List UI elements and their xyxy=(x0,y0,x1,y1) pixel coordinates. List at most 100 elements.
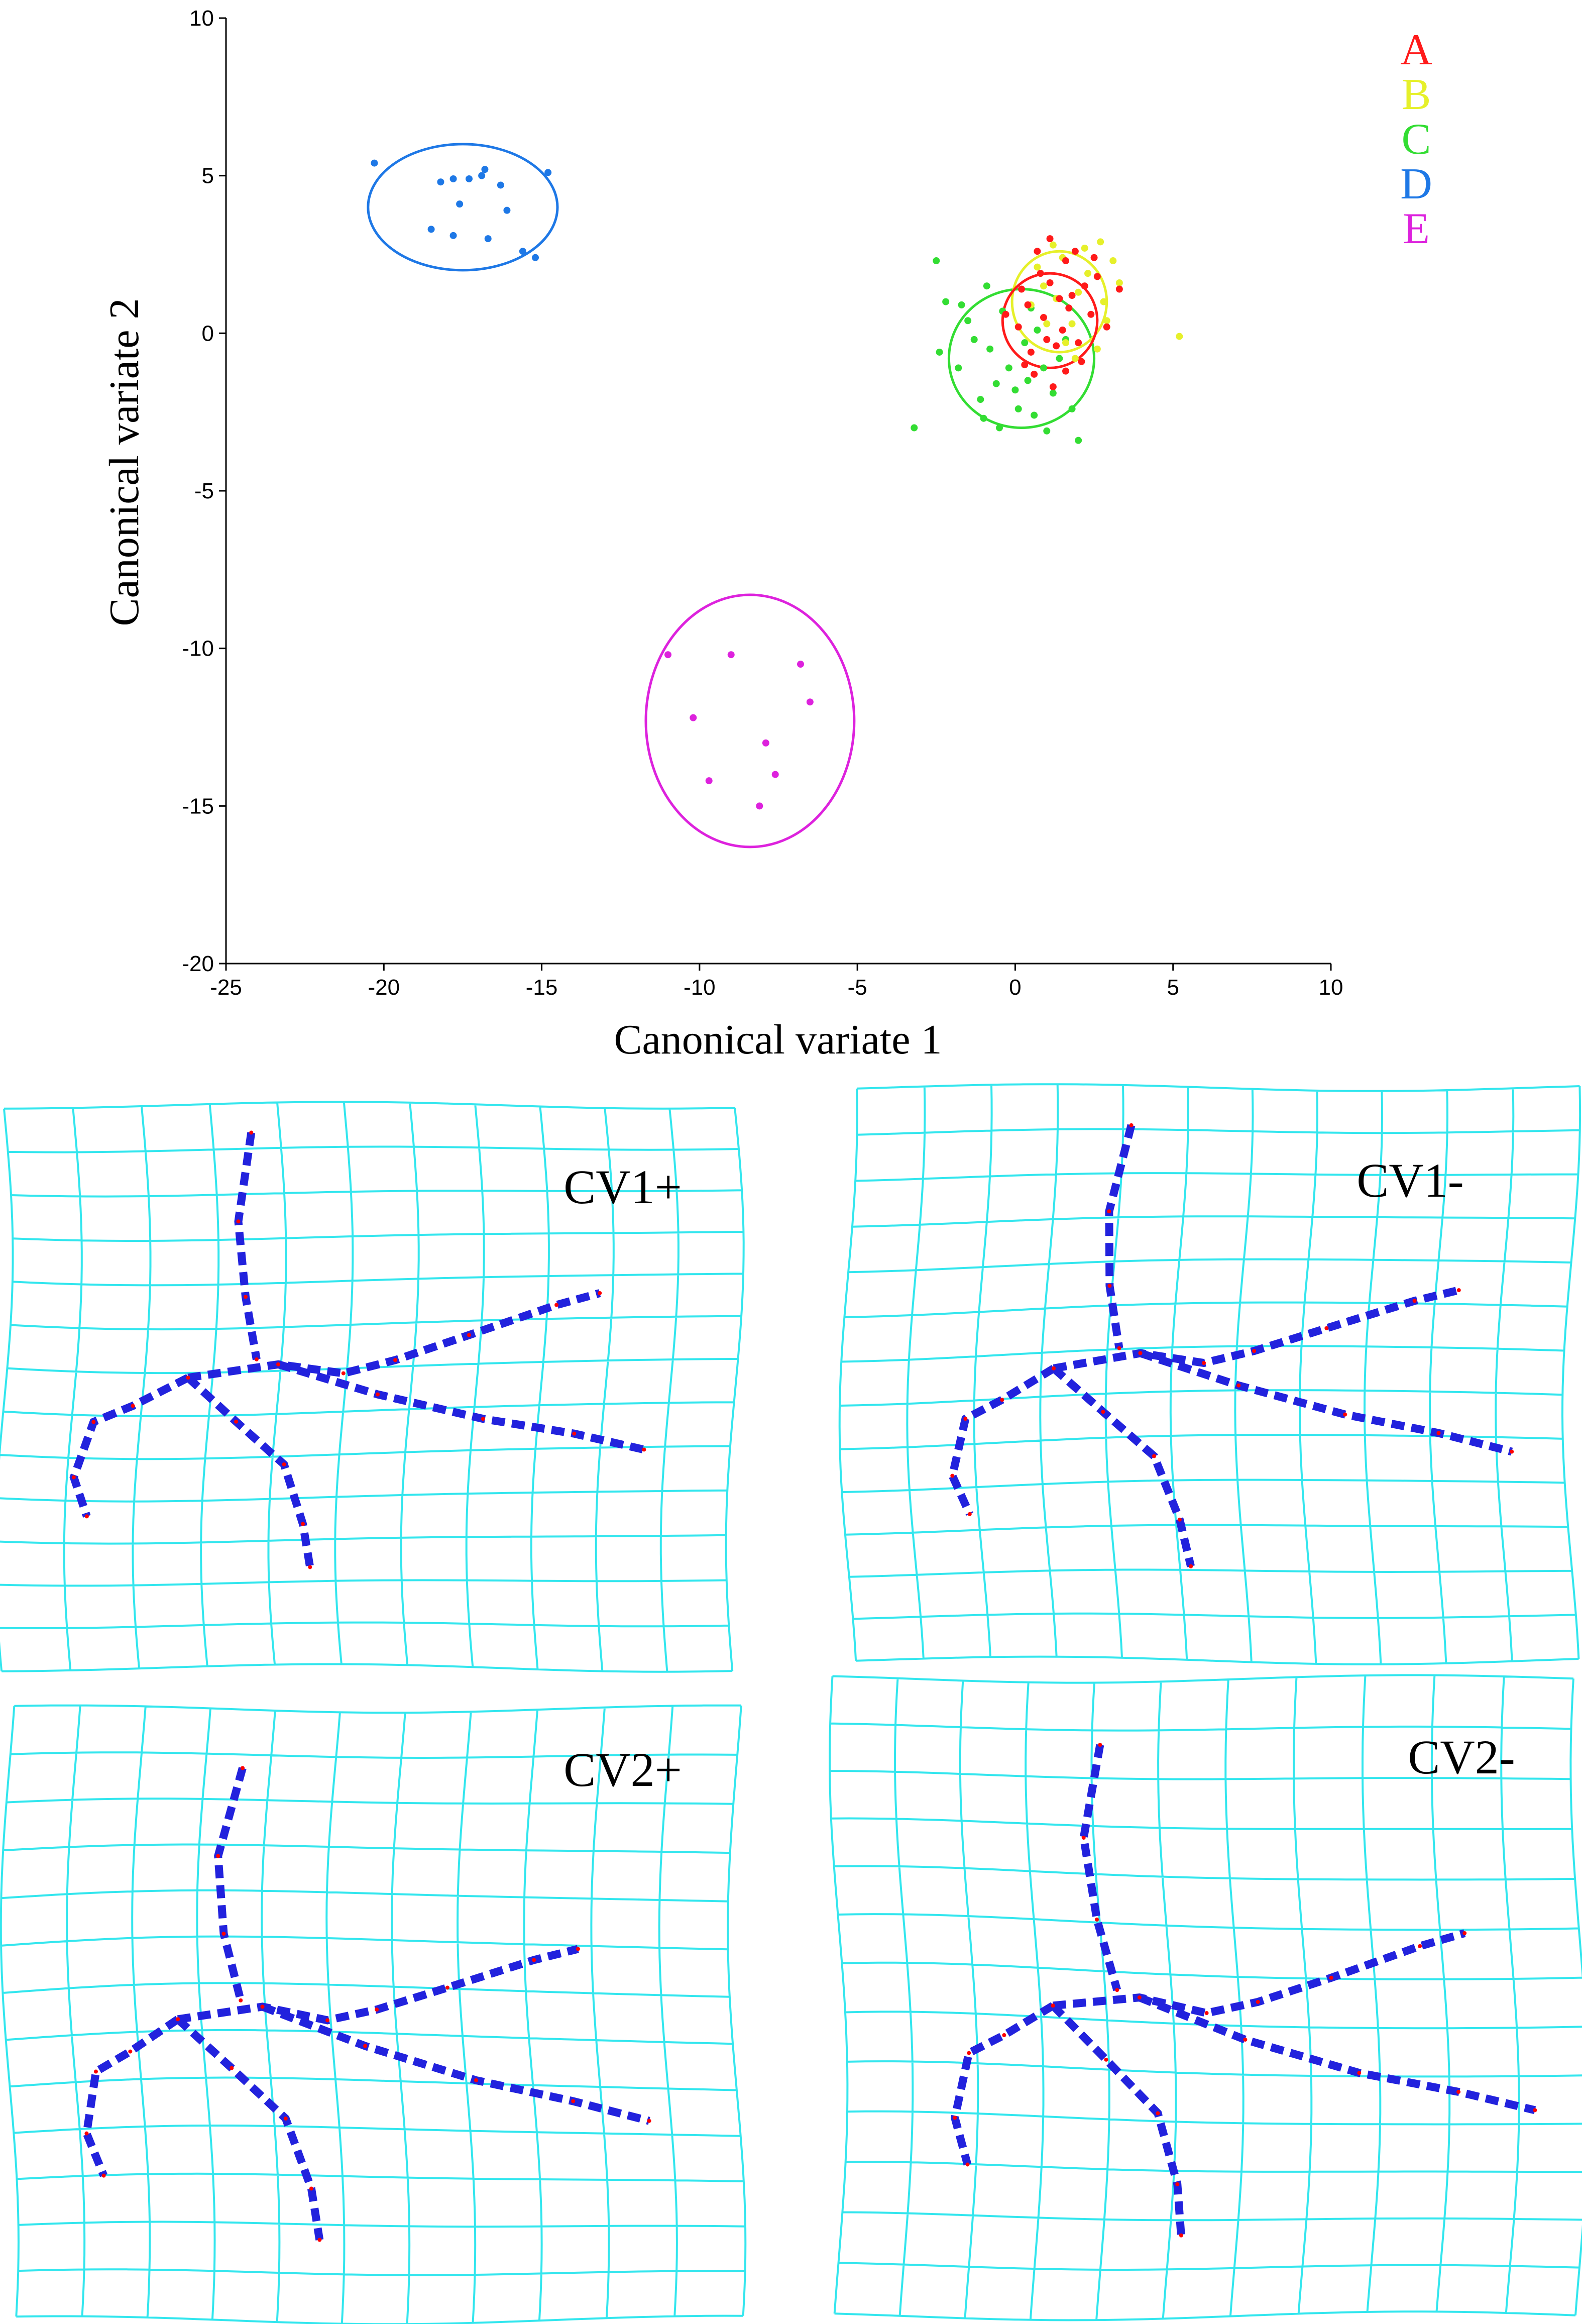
point-A xyxy=(1002,310,1009,318)
point-A xyxy=(1046,279,1054,286)
landmark-point xyxy=(221,1932,226,1936)
landmark-point xyxy=(967,2051,971,2055)
y-tick-label: 5 xyxy=(202,164,214,188)
point-C xyxy=(986,345,994,353)
landmark-point xyxy=(309,2186,313,2191)
landmark-point xyxy=(308,1565,312,1569)
point-E xyxy=(771,771,779,778)
point-B xyxy=(1071,355,1079,362)
landmark-point xyxy=(1189,1564,1193,1568)
point-A xyxy=(1062,257,1069,265)
landmark-vector-branch xyxy=(185,1375,314,1568)
point-C xyxy=(980,414,987,422)
landmark-point xyxy=(1129,1123,1134,1127)
landmark-point xyxy=(571,2099,576,2103)
x-tick-label: 5 xyxy=(1167,975,1179,1000)
point-B xyxy=(1075,288,1082,296)
landmark-point xyxy=(84,1514,89,1519)
landmark-point xyxy=(1107,1209,1111,1214)
x-axis-label: Canonical variate 1 xyxy=(614,1016,942,1063)
landmark-vector-branch xyxy=(234,1132,261,1360)
landmark-point xyxy=(230,2066,234,2070)
landmark-point xyxy=(91,1420,96,1424)
point-A xyxy=(1031,370,1038,378)
point-A xyxy=(1065,304,1073,312)
landmark-vector-branch xyxy=(1139,1349,1513,1456)
point-C xyxy=(1031,411,1038,419)
landmark-point xyxy=(1324,1326,1329,1330)
point-C xyxy=(1056,355,1063,362)
point-C xyxy=(1049,389,1057,397)
point-D xyxy=(456,200,464,208)
point-C xyxy=(1024,377,1032,384)
landmark-point xyxy=(953,2116,957,2120)
landmark-point xyxy=(186,1376,190,1380)
point-B xyxy=(1109,257,1117,265)
point-A xyxy=(1037,270,1044,277)
landmark-point xyxy=(236,1219,241,1224)
point-B xyxy=(1100,298,1107,305)
point-D xyxy=(484,235,492,243)
y-axis-label: Canonical variate 2 xyxy=(101,298,148,626)
landmark-point xyxy=(1179,2233,1183,2238)
landmark-point xyxy=(1329,1975,1333,1980)
point-C xyxy=(1075,437,1082,444)
landmark-vector-branch xyxy=(82,2016,180,2177)
y-tick-label: -15 xyxy=(182,794,214,818)
landmark-vector-branch xyxy=(175,2016,324,2241)
point-C xyxy=(1040,364,1047,372)
x-tick-label: -10 xyxy=(684,975,716,1000)
point-B xyxy=(1043,320,1051,328)
legend-entry-C: C xyxy=(1402,115,1431,164)
landmark-point xyxy=(1104,2057,1108,2062)
landmark-point xyxy=(1138,1351,1143,1355)
landmark-point xyxy=(598,1291,602,1295)
point-D xyxy=(503,206,511,214)
point-C xyxy=(964,317,972,325)
legend-entry-D: D xyxy=(1400,160,1432,208)
point-A xyxy=(1059,327,1066,334)
legend-entry-B: B xyxy=(1402,70,1431,119)
landmark-point xyxy=(341,1371,346,1376)
legend-entry-E: E xyxy=(1403,204,1430,253)
point-A xyxy=(1053,342,1060,350)
point-A xyxy=(1093,273,1101,280)
landmark-vector-branch xyxy=(261,2002,650,2125)
landmark-point xyxy=(1137,1995,1142,2000)
deformation-panel-1: CV1+ xyxy=(0,1101,745,1673)
panel-label: CV1- xyxy=(1357,1153,1463,1207)
landmark-point xyxy=(375,2008,379,2012)
point-D xyxy=(478,172,486,179)
deformation-grid xyxy=(829,1674,1582,2321)
legend-entry-A: A xyxy=(1400,26,1432,74)
landmark-point xyxy=(1357,2071,1362,2075)
point-A xyxy=(1056,295,1063,302)
landmark-point xyxy=(376,1392,380,1397)
y-tick-label: 10 xyxy=(189,6,214,31)
point-A xyxy=(1040,313,1047,321)
point-D xyxy=(437,178,444,186)
point-A xyxy=(1014,323,1022,331)
landmark-point xyxy=(1095,1917,1099,1922)
x-tick-label: -25 xyxy=(210,975,242,1000)
landmark-point xyxy=(1243,2037,1248,2042)
point-A xyxy=(1103,323,1110,331)
panel-label: CV2+ xyxy=(563,1743,682,1797)
point-A xyxy=(1087,310,1095,318)
landmark-vector-branch xyxy=(214,1767,247,2001)
data-points xyxy=(371,159,1183,810)
landmark-point xyxy=(283,2117,288,2121)
point-D xyxy=(371,159,378,167)
landmark-point xyxy=(572,1431,577,1436)
point-A xyxy=(1062,367,1069,375)
point-C xyxy=(1005,364,1012,372)
landmark-point xyxy=(1175,2182,1180,2186)
point-C xyxy=(911,424,918,432)
landmark-vector-branch xyxy=(69,1374,190,1518)
point-D xyxy=(532,254,539,261)
landmark-point xyxy=(1256,1999,1260,2004)
ellipse-A xyxy=(1001,272,1099,369)
landmark-point xyxy=(1456,2089,1461,2094)
